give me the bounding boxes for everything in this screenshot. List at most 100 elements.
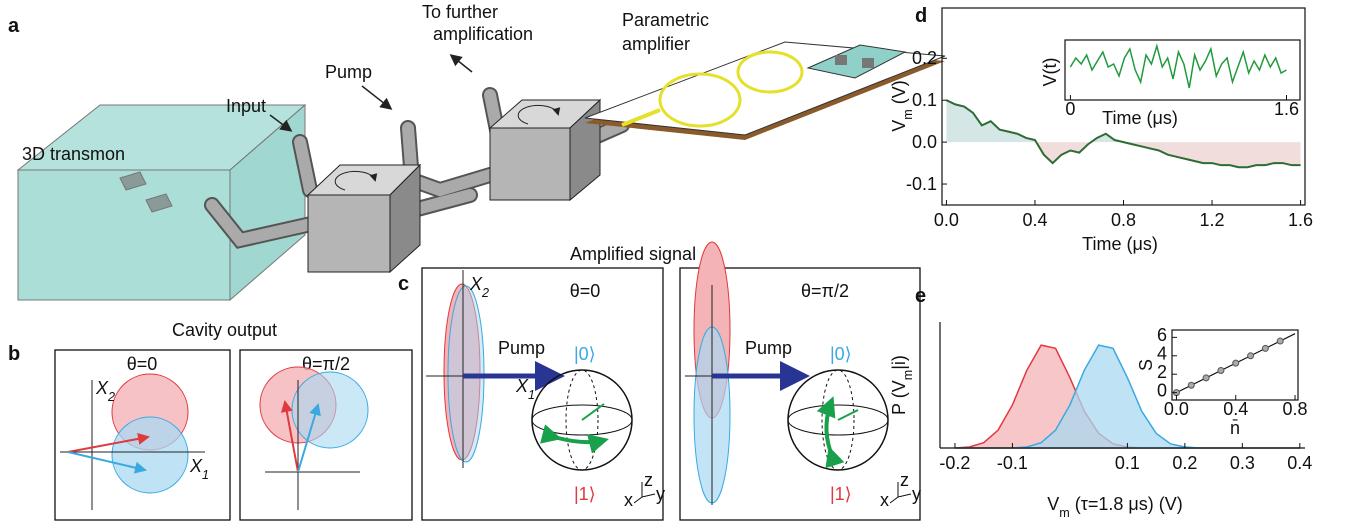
figure: a b c d e 3D transmon Input Pump To furt… bbox=[0, 0, 1353, 525]
x-axis-label: Time (μs) bbox=[1082, 234, 1158, 254]
box-front bbox=[18, 170, 230, 300]
axis-letter: y bbox=[656, 484, 665, 504]
y-tick-label: 0.2 bbox=[912, 48, 937, 68]
x-axis-label: Time (μs) bbox=[1102, 108, 1178, 128]
bloch-vector bbox=[582, 404, 604, 420]
axis-letter: z bbox=[644, 470, 653, 490]
panel-label: a bbox=[8, 15, 20, 37]
inset-bg bbox=[1065, 40, 1300, 100]
panel-label: d bbox=[915, 5, 927, 27]
bloch-vector bbox=[838, 410, 858, 420]
y-axis-label: S bbox=[1136, 359, 1156, 371]
text-part: X bbox=[189, 456, 203, 476]
text-part: X bbox=[95, 378, 109, 398]
axis-label: X2 bbox=[95, 378, 115, 404]
x-tick-label: 0.4 bbox=[1022, 210, 1047, 230]
y-tick-label: 2 bbox=[1157, 362, 1167, 382]
text-part: V bbox=[1047, 494, 1059, 514]
x-tick-label: 0 bbox=[1065, 99, 1075, 119]
label: Parametric bbox=[622, 10, 709, 30]
point bbox=[1262, 345, 1268, 351]
x-tick-label: 0.0 bbox=[934, 210, 959, 230]
axis-letter: y bbox=[912, 484, 921, 504]
y-tick-label: 0.0 bbox=[912, 132, 937, 152]
text-part: m bbox=[901, 109, 915, 120]
y-tick-label: 6 bbox=[1157, 325, 1167, 345]
panel-title: Amplified signal bbox=[570, 244, 696, 264]
x-tick-label: 1.6 bbox=[1274, 99, 1299, 119]
state-blue bbox=[292, 372, 368, 448]
pad bbox=[835, 55, 847, 65]
pad bbox=[862, 58, 874, 68]
x-tick-label: 1.2 bbox=[1200, 210, 1225, 230]
text-part: P (V bbox=[889, 380, 909, 415]
arrow bbox=[362, 86, 390, 108]
text-part: 1 bbox=[202, 468, 209, 482]
y-tick-label: 0.1 bbox=[912, 90, 937, 110]
panel-label: c bbox=[398, 273, 409, 295]
ket: |1⟩ bbox=[574, 484, 596, 504]
y-tick-label: 0 bbox=[1157, 380, 1167, 400]
label: Pump bbox=[325, 62, 372, 82]
theta: θ=π/2 bbox=[801, 281, 849, 301]
text-part: |i) bbox=[889, 355, 909, 370]
point bbox=[1277, 338, 1283, 344]
ket: |1⟩ bbox=[830, 484, 852, 504]
point bbox=[1188, 382, 1194, 388]
x-tick-label: 0.3 bbox=[1230, 453, 1255, 473]
point bbox=[1248, 353, 1254, 359]
text-part: m bbox=[1059, 506, 1070, 520]
text-part: 1 bbox=[528, 388, 535, 402]
theta: θ=0 bbox=[570, 281, 601, 301]
panel-label: b bbox=[8, 343, 20, 365]
text-part: X bbox=[515, 376, 529, 396]
label: amplification bbox=[433, 24, 533, 44]
label: Pump bbox=[745, 338, 792, 358]
coord-axes bbox=[634, 482, 911, 503]
x-tick-label: 0.4 bbox=[1287, 453, 1312, 473]
x-tick-label: 0.2 bbox=[1172, 453, 1197, 473]
x-tick-label: -0.1 bbox=[997, 453, 1028, 473]
state-blue bbox=[112, 417, 188, 493]
y-axis-label: P (Vm|i) bbox=[889, 355, 915, 415]
x-tick-label: 0.8 bbox=[1283, 399, 1308, 419]
text-part: X bbox=[469, 274, 483, 294]
x-axis-label: Vm (τ=1.8 μs) (V) bbox=[1047, 494, 1183, 520]
theta: θ=0 bbox=[127, 354, 158, 374]
label: Input bbox=[226, 96, 266, 116]
panel-title: Cavity output bbox=[172, 320, 277, 340]
point bbox=[1203, 375, 1209, 381]
point bbox=[1233, 360, 1239, 366]
label: 3D transmon bbox=[22, 144, 125, 164]
text-part: 2 bbox=[481, 286, 489, 300]
x-tick-label: 0.0 bbox=[1164, 399, 1189, 419]
chart: 0 1.6 Time (μs) V(t) bbox=[1040, 40, 1300, 128]
label: amplifier bbox=[622, 34, 690, 54]
cube-front bbox=[490, 128, 570, 200]
text-part: (τ=1.8 μs) (V) bbox=[1070, 494, 1183, 514]
y-tick-label: 4 bbox=[1157, 344, 1167, 364]
text-part: 2 bbox=[107, 390, 115, 404]
point bbox=[1218, 368, 1224, 374]
text-part: V bbox=[889, 120, 909, 132]
bloch-arrow bbox=[558, 438, 605, 442]
ket: |0⟩ bbox=[574, 344, 596, 364]
cube-front bbox=[308, 195, 390, 272]
x-tick-label: 1.6 bbox=[1288, 210, 1313, 230]
axis-label: X1 bbox=[189, 456, 209, 482]
plot-frame bbox=[942, 8, 1305, 205]
x-tick-label: -0.2 bbox=[939, 453, 970, 473]
label: To further bbox=[422, 2, 498, 22]
y-tick-label: -0.1 bbox=[906, 174, 937, 194]
label: Pump bbox=[498, 338, 545, 358]
bloch-arrow bbox=[826, 400, 832, 450]
axis-letter: x bbox=[624, 490, 633, 510]
y-axis-label: V(t) bbox=[1040, 58, 1060, 87]
transmon-box bbox=[18, 105, 305, 300]
text-part: m bbox=[901, 370, 915, 381]
ket: |0⟩ bbox=[830, 344, 852, 364]
x-tick-label: 0.4 bbox=[1223, 399, 1248, 419]
text-part: (V) bbox=[889, 80, 909, 109]
axis-letter: z bbox=[900, 470, 909, 490]
